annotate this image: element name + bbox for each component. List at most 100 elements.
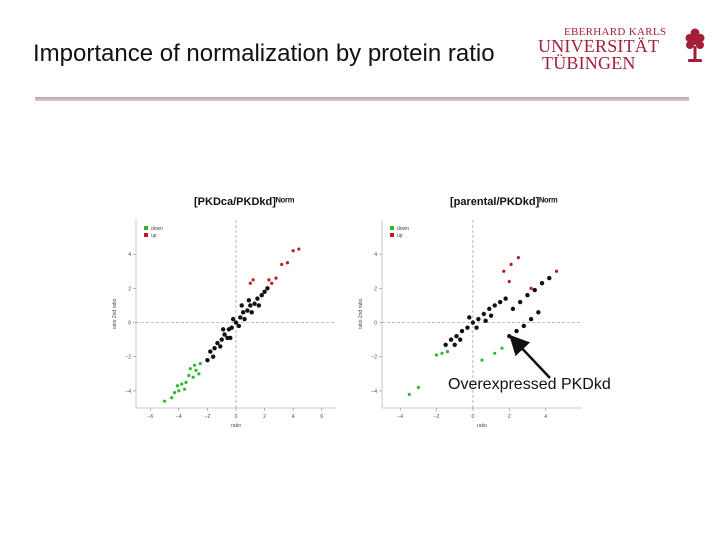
point-black (481, 311, 487, 317)
point-black (517, 299, 523, 305)
point-down (416, 385, 420, 390)
point-black (228, 335, 233, 341)
point-down (197, 372, 201, 376)
point-black (536, 310, 541, 315)
point-up (297, 247, 301, 251)
point-down (175, 384, 180, 388)
annotation-arrow (509, 334, 551, 379)
point-black (521, 323, 527, 329)
x-tick-label: 2 (508, 414, 511, 420)
point-up (267, 278, 271, 282)
y-tick-label: 0 (374, 321, 377, 327)
point-down (180, 382, 184, 386)
point-down (407, 392, 411, 396)
point-down (170, 396, 174, 400)
point-black (226, 327, 232, 332)
point-down (445, 350, 450, 354)
point-black (492, 303, 497, 308)
y-axis-label: ratio 2nd ratio (112, 298, 118, 329)
point-black (525, 293, 530, 298)
point-black (208, 349, 213, 354)
point-black (245, 308, 250, 313)
point-down (172, 391, 177, 395)
point-black (249, 310, 254, 315)
point-black (476, 316, 481, 322)
x-tick-label: −4 (397, 414, 403, 420)
logo-line-2: UNIVERSITÄT (538, 36, 660, 56)
point-black (215, 340, 220, 346)
point-black (474, 325, 479, 330)
point-black (248, 303, 253, 308)
point-black (528, 316, 534, 322)
point-black (233, 320, 239, 325)
point-black (483, 318, 488, 324)
point-black (459, 328, 465, 334)
point-down (177, 389, 181, 393)
point-black (488, 313, 494, 318)
point-black (256, 303, 262, 308)
point-black (470, 320, 476, 325)
point-black (503, 296, 508, 301)
legend-swatch-down (390, 226, 394, 230)
university-tree-seal-icon (685, 28, 705, 62)
point-black (218, 344, 223, 349)
point-black (212, 345, 217, 351)
x-axis-label: ratio (477, 423, 487, 428)
point-black (236, 323, 242, 329)
point-black (205, 357, 210, 363)
point-up (270, 281, 274, 285)
point-up (251, 278, 255, 282)
point-black (242, 316, 247, 322)
x-tick-label: 2 (263, 414, 266, 420)
x-tick-label: −2 (205, 414, 211, 420)
x-tick-label: 4 (544, 414, 547, 420)
point-black (497, 299, 503, 305)
y-tick-label: 4 (374, 252, 377, 258)
university-logo: EBERHARD KARLS UNIVERSITÄT TÜBINGEN (538, 24, 706, 76)
point-black (454, 334, 459, 339)
point-black (252, 301, 257, 306)
point-down (493, 351, 497, 355)
legend-label-up: up (151, 233, 157, 239)
y-tick-label: 4 (128, 252, 131, 258)
point-down (184, 380, 188, 384)
point-black (510, 306, 516, 312)
title-divider (35, 97, 689, 101)
point-black (443, 342, 448, 347)
x-tick-label: 4 (292, 414, 295, 420)
x-tick-label: 0 (472, 414, 475, 420)
right-plot-title: [parental/PKDkd]ᴺᵒʳᵐ (450, 196, 558, 208)
point-black (539, 281, 545, 286)
point-black (262, 289, 267, 294)
legend-label-down: down (151, 226, 163, 232)
point-black (222, 332, 227, 337)
point-black (210, 354, 216, 359)
y-tick-label: −2 (125, 355, 131, 361)
legend-label-down: down (397, 226, 409, 232)
point-black (448, 337, 454, 342)
point-black (487, 306, 492, 312)
point-black (467, 315, 472, 320)
y-tick-label: −4 (371, 389, 377, 395)
point-up (516, 256, 520, 260)
point-down (500, 346, 504, 350)
point-black (547, 275, 552, 281)
point-up (529, 286, 533, 290)
legend-label-up: up (397, 233, 403, 239)
point-up (280, 262, 284, 267)
point-up (291, 249, 295, 253)
point-black (457, 337, 463, 342)
point-up (507, 279, 511, 284)
point-down (480, 358, 484, 362)
logo-line-3: TÜBINGEN (542, 53, 636, 73)
point-down (194, 368, 198, 372)
point-black (230, 316, 236, 322)
y-tick-label: 2 (374, 286, 377, 292)
point-black (465, 325, 470, 330)
left-plot-title: [PKDca/PKDkd]ᴺᵒʳᵐ (194, 196, 295, 208)
point-black (259, 293, 264, 298)
y-tick-label: 0 (128, 321, 131, 327)
